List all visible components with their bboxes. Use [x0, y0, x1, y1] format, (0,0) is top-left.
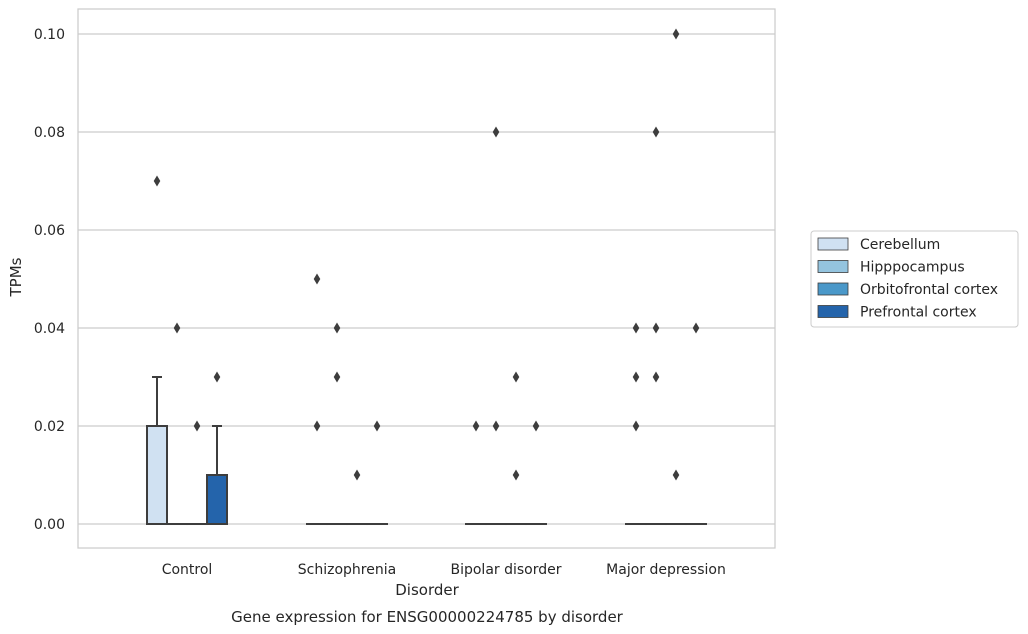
outlier-prefrontal-cortex-control-0 — [213, 371, 221, 383]
outlier-hipppocampus-major-depression-1 — [652, 322, 660, 334]
legend-label-orbitofrontal-cortex: Orbitofrontal cortex — [860, 282, 998, 298]
plot-frame — [77, 8, 776, 549]
outlier-prefrontal-cortex-bipolar-disorder-0 — [532, 420, 540, 432]
legend-swatch-hipppocampus — [817, 260, 849, 273]
x-tick-label-control: Control — [162, 562, 213, 578]
outlier-orbitofrontal-cortex-bipolar-disorder-0 — [512, 469, 520, 481]
outlier-hipppocampus-bipolar-disorder-0 — [492, 420, 500, 432]
x-tick-label-bipolar-disorder: Bipolar disorder — [450, 562, 561, 578]
legend-label-hipppocampus: Hipppocampus — [860, 260, 965, 276]
outlier-cerebellum-major-depression-1 — [632, 371, 640, 383]
outlier-cerebellum-schizophrenia-0 — [313, 420, 321, 432]
legend-swatch-orbitofrontal-cortex — [817, 282, 849, 296]
gridlines — [78, 33, 775, 525]
x-tick-labels: Control Schizophrenia Bipolar disorder Majo… — [162, 562, 726, 578]
outlier-hipppocampus-control-0 — [173, 322, 181, 334]
outlier-cerebellum-bipolar-disorder-0 — [472, 420, 480, 432]
outlier-hipppocampus-major-depression-0 — [652, 371, 660, 383]
legend-label-prefrontal-cortex: Prefrontal cortex — [860, 305, 977, 321]
y-tick-label-1: 0.02 — [34, 419, 65, 435]
box-body-cerebellum-control — [146, 425, 168, 525]
y-tick-label-5: 0.10 — [34, 27, 65, 43]
outlier-hipppocampus-bipolar-disorder-1 — [492, 126, 500, 138]
legend-label-cerebellum: Cerebellum — [860, 237, 940, 253]
box-body-prefrontal-cortex-control — [206, 474, 228, 525]
outlier-hipppocampus-major-depression-2 — [652, 126, 660, 138]
x-axis-label: Disorder — [395, 581, 459, 599]
outlier-orbitofrontal-cortex-major-depression-1 — [672, 28, 680, 40]
outlier-orbitofrontal-cortex-bipolar-disorder-1 — [512, 371, 520, 383]
outlier-prefrontal-cortex-major-depression-0 — [692, 322, 700, 334]
x-tick-label-major-depression: Major depression — [606, 562, 726, 578]
outlier-layer — [153, 28, 700, 481]
outlier-cerebellum-major-depression-2 — [632, 322, 640, 334]
y-tick-label-0: 0.00 — [34, 517, 65, 533]
outlier-hipppocampus-schizophrenia-0 — [333, 371, 341, 383]
outlier-prefrontal-cortex-schizophrenia-0 — [373, 420, 381, 432]
box-prefrontal-cortex-control — [206, 425, 228, 525]
outlier-cerebellum-schizophrenia-1 — [313, 273, 321, 285]
box-cerebellum-control — [146, 376, 168, 525]
y-tick-label-3: 0.06 — [34, 223, 65, 239]
outlier-hipppocampus-schizophrenia-1 — [333, 322, 341, 334]
x-tick-label-schizophrenia: Schizophrenia — [298, 562, 396, 578]
legend-swatch-prefrontal-cortex — [817, 305, 849, 318]
outlier-cerebellum-major-depression-0 — [632, 420, 640, 432]
outlier-orbitofrontal-cortex-control-0 — [193, 420, 201, 432]
legend-swatch-cerebellum — [817, 237, 849, 251]
figure-caption: Gene expression for ENSG00000224785 by d… — [231, 608, 624, 626]
outlier-orbitofrontal-cortex-schizophrenia-0 — [353, 469, 361, 481]
legend-frame — [810, 230, 1019, 328]
outlier-cerebellum-control-0 — [153, 175, 161, 187]
legend: Cerebellum Hipppocampus Orbitofrontal cort… — [810, 230, 1019, 328]
y-tick-label-2: 0.04 — [34, 321, 65, 337]
y-axis-label: TPMs — [7, 257, 25, 297]
y-tick-labels: 0.00 0.02 0.04 0.06 0.08 0.10 — [34, 27, 65, 533]
outlier-orbitofrontal-cortex-major-depression-0 — [672, 469, 680, 481]
box-layer — [146, 376, 707, 526]
y-tick-label-4: 0.08 — [34, 125, 65, 141]
